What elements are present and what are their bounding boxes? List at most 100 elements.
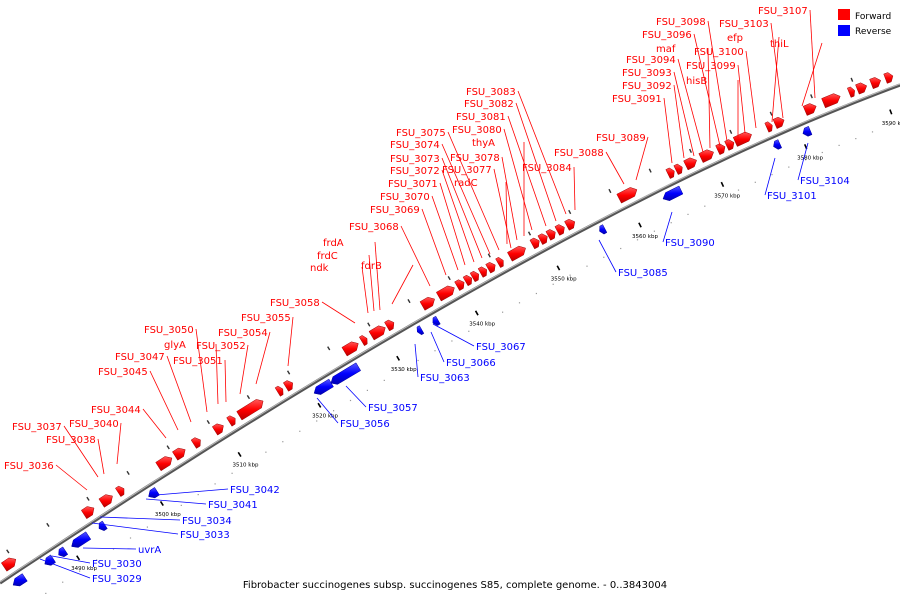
- forward-gene-arrow: [172, 447, 186, 461]
- forward-gene-label: FSU_3092: [622, 81, 672, 92]
- forward-gene-leader-line: [97, 438, 105, 475]
- forward-gene-leader-line: [215, 343, 219, 405]
- forward-gene-label: FSU_3073: [390, 154, 440, 165]
- minor-tick: [62, 581, 64, 583]
- minor-tick: [518, 302, 521, 304]
- minor-tick: [45, 592, 47, 594]
- minor-tick: [129, 537, 132, 539]
- forward-gene-label: frdA: [323, 238, 344, 249]
- forward-gene-arrow: [724, 139, 735, 151]
- minor-tick: [788, 166, 790, 168]
- forward-gene-leader-line: [374, 241, 381, 311]
- reverse-gene-leader-line: [430, 331, 445, 363]
- minor-tick: [366, 389, 368, 391]
- forward-gene-arrow: [341, 341, 359, 357]
- axis-highlight: [0, 83, 900, 583]
- kbp-tick-label: 3570 kbp: [714, 193, 740, 199]
- track-dash: [568, 209, 572, 215]
- minor-tick: [670, 222, 672, 224]
- forward-gene-leader-line: [441, 143, 491, 255]
- reverse-gene-leader-line: [598, 239, 617, 273]
- minor-tick: [737, 189, 740, 191]
- major-tick: [76, 555, 81, 561]
- reverse-gene-label: FSU_3101: [767, 191, 817, 202]
- track-dash: [46, 522, 50, 527]
- major-tick: [317, 402, 322, 408]
- kbp-tick-label: 3590 kbp: [882, 121, 900, 127]
- track-dash: [729, 129, 733, 135]
- forward-gene-label: FSU_3052: [196, 341, 246, 352]
- forward-gene-label: FSU_3045: [98, 367, 148, 378]
- reverse-gene-arrow: [12, 573, 28, 587]
- reverse-gene-arrow: [802, 125, 813, 137]
- forward-gene-leader-line: [400, 225, 431, 287]
- forward-gene-label: FSU_3080: [452, 125, 502, 136]
- reverse-gene-label: FSU_3033: [180, 530, 230, 541]
- reverse-gene-label: FSU_3041: [208, 500, 258, 511]
- reverse-gene-label: FSU_3067: [476, 342, 526, 353]
- reverse-gene-leader-line: [797, 142, 809, 181]
- forward-gene-arrow: [802, 103, 817, 116]
- forward-gene-leader-line: [368, 254, 375, 312]
- forward-gene-leader-line: [149, 370, 179, 431]
- forward-gene-arrow: [435, 285, 455, 302]
- legend: Forward Reverse: [838, 9, 892, 37]
- reverse-gene-leader-line: [99, 516, 181, 521]
- minor-tick: [653, 230, 655, 232]
- minor-tick: [754, 181, 756, 183]
- forward-gene-label: FSU_3100: [694, 47, 744, 58]
- reverse-gene-leader-line: [345, 385, 367, 408]
- track-dash: [6, 549, 10, 554]
- forward-gene-arrow: [0, 557, 17, 572]
- forward-gene-label: FSU_3078: [450, 153, 500, 164]
- track-dash: [850, 77, 854, 82]
- reverse-gene-arrow: [313, 378, 334, 395]
- minor-tick: [468, 330, 470, 332]
- forward-gene-label: FSU_3088: [554, 148, 604, 159]
- forward-gene-label: FSU_3107: [758, 6, 808, 17]
- track-dash: [487, 253, 491, 258]
- minor-tick: [96, 559, 98, 561]
- forward-gene-arrow: [454, 279, 465, 291]
- forward-gene-leader-line: [505, 181, 508, 245]
- kbp-tick-label: 3510 kbp: [233, 463, 259, 469]
- minor-tick: [502, 311, 504, 313]
- forward-gene-label: FSU_3075: [396, 128, 446, 139]
- forward-gene-leader-line: [239, 344, 249, 395]
- forward-gene-arrow: [537, 233, 548, 245]
- forward-gene-leader-line: [441, 157, 483, 259]
- forward-gene-leader-line: [421, 208, 447, 276]
- forward-gene-label: efp: [727, 33, 743, 44]
- minor-tick: [299, 430, 301, 432]
- kbp-tick-label: 3580 kbp: [797, 156, 823, 162]
- forward-gene-leader-line: [663, 97, 673, 164]
- forward-gene-arrow: [419, 296, 435, 311]
- forward-gene-arrow: [869, 77, 882, 90]
- reverse-gene-label: FSU_3056: [340, 419, 390, 430]
- minor-tick: [485, 321, 487, 323]
- forward-gene-arrow: [477, 266, 487, 278]
- minor-tick: [282, 441, 284, 443]
- reverse-gene-arrow: [330, 362, 362, 385]
- forward-gene-arrow: [469, 270, 479, 283]
- forward-gene-leader-line: [693, 33, 721, 147]
- minor-tick: [721, 197, 723, 199]
- legend-reverse-label: Reverse: [855, 27, 892, 37]
- track-dash: [286, 370, 291, 375]
- forward-gene-label: hisB: [686, 76, 707, 87]
- reverse-gene-label: FSU_3104: [800, 176, 850, 187]
- forward-gene-leader-line: [441, 169, 475, 263]
- forward-gene-leader-line: [517, 90, 567, 215]
- forward-gene-arrow: [211, 423, 224, 436]
- forward-gene-arrow: [616, 187, 638, 204]
- reverse-gene-leader-line: [764, 157, 776, 196]
- forward-gene-label: maf: [656, 44, 676, 55]
- forward-gene-leader-line: [673, 71, 695, 157]
- forward-gene-label: FSU_3069: [370, 205, 420, 216]
- forward-gene-label: FSU_3070: [380, 192, 430, 203]
- forward-gene-label: FSU_3047: [115, 352, 165, 363]
- minor-tick: [552, 283, 554, 285]
- forward-gene-label: FSU_3083: [466, 87, 516, 98]
- minor-tick: [349, 399, 352, 402]
- reverse-gene-label: FSU_3090: [665, 238, 715, 249]
